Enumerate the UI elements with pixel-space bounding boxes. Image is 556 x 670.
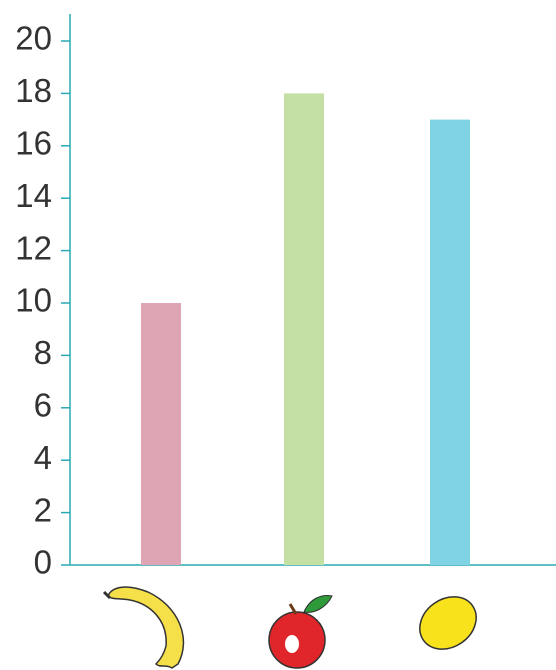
y-tick-label: 2 (34, 491, 52, 528)
y-tick-label: 4 (34, 439, 52, 476)
bar (141, 303, 181, 565)
y-tick-label: 18 (15, 72, 52, 109)
apple-icon (268, 595, 333, 669)
y-tick-label: 10 (15, 282, 52, 319)
y-tick-label: 6 (34, 387, 52, 424)
lemon-icon (419, 596, 477, 650)
y-tick-label: 0 (34, 544, 52, 581)
y-tick-label: 8 (34, 334, 52, 371)
y-tick-label: 14 (15, 177, 52, 214)
banana-icon (102, 586, 185, 669)
bar (430, 119, 470, 565)
y-tick-label: 12 (15, 229, 52, 266)
y-tick-label: 16 (15, 125, 52, 162)
bar (284, 93, 324, 566)
y-tick-label: 20 (15, 20, 52, 57)
